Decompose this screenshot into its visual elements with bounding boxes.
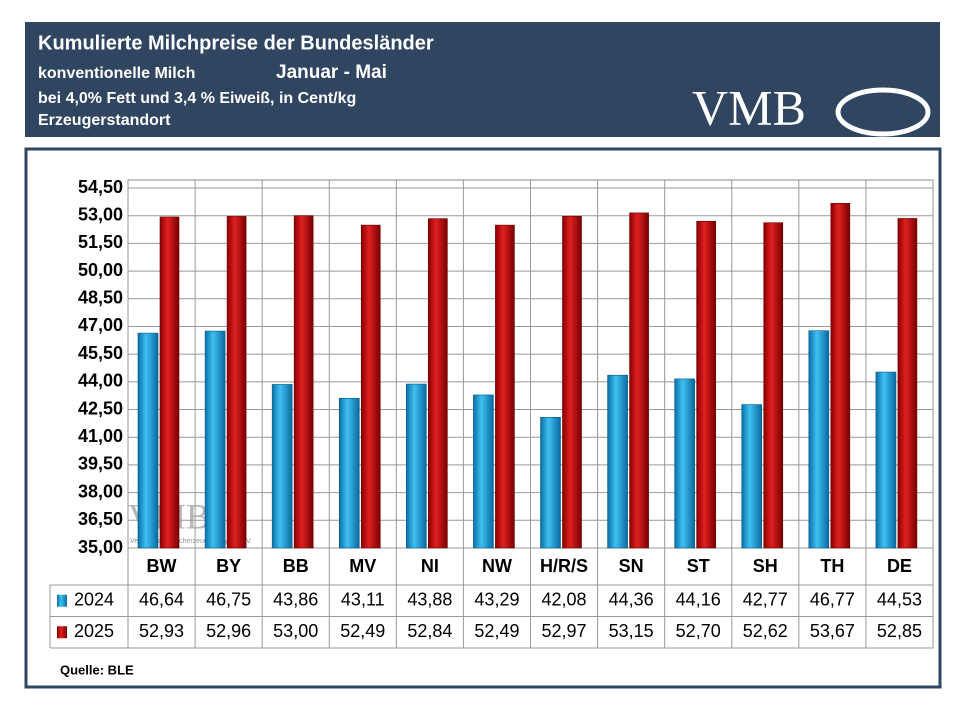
x-tick-label: TH [820,556,844,576]
table-value: 44,36 [609,590,654,610]
x-tick-label: DE [887,556,912,576]
y-tick-label: 39,50 [78,454,123,474]
bar [137,332,159,549]
bar [293,215,314,549]
bar [674,378,695,549]
y-tick-label: 51,50 [78,232,123,252]
bar [271,384,293,549]
legend-label: 2025 [74,621,114,641]
y-tick-label: 35,00 [78,537,123,557]
table-value: 44,16 [676,590,721,610]
table-value: 53,67 [810,621,855,641]
y-tick-label: 41,00 [78,426,123,446]
table-value: 52,93 [139,621,184,641]
x-tick-label: H/R/S [540,556,588,576]
x-tick-label: NW [482,556,512,576]
legend-label: 2024 [74,590,114,610]
x-tick-label: MV [349,556,376,576]
bar [763,222,784,549]
table-value: 42,08 [542,590,587,610]
bar [629,212,649,549]
table-value: 44,53 [877,590,922,610]
y-tick-label: 36,50 [78,509,123,529]
y-tick-label: 48,50 [78,288,123,308]
table-value: 43,88 [407,590,452,610]
bar [495,224,515,549]
bar [540,416,561,549]
table-value: 46,75 [206,590,251,610]
table-value: 42,77 [743,590,788,610]
table-value: 46,77 [810,590,855,610]
bar [428,218,448,549]
y-tick-label: 54,50 [78,177,123,197]
logo: VMB [692,79,806,135]
y-tick-label: 42,50 [78,398,123,418]
table-value: 43,29 [474,590,519,610]
logo-swoosh [835,87,931,137]
note: bei 4,0% Fett und 3,4 % Eiweiß, in Cent/… [38,90,356,107]
bar [830,203,851,549]
legend-swatch [57,594,67,607]
subtitle: konventionelle Milch [38,65,195,82]
source: Quelle: BLE [60,662,134,677]
table-value: 53,15 [609,621,654,641]
x-tick-label: ST [687,556,710,576]
y-tick-label: 38,00 [78,481,123,501]
legend-swatch [57,626,67,639]
title: Kumulierte Milchpreise der Bundesländer [38,32,434,54]
bar [607,374,628,549]
table-value: 52,85 [877,621,922,641]
bar [897,218,918,549]
bar [338,397,360,549]
watermark-sub: Verband der Milcherzeuger Bayern e.V. [130,538,252,545]
table-value: 52,62 [743,621,788,641]
y-tick-label: 44,00 [78,371,123,391]
table-value: 43,11 [341,590,385,610]
table-value: 43,86 [273,590,318,610]
bar [204,330,226,549]
bar [159,216,180,549]
table-value: 52,49 [474,621,519,641]
header [25,22,940,137]
table-value: 46,64 [139,590,184,610]
y-tick-label: 45,50 [78,343,123,363]
bar [875,371,897,549]
bar [406,383,427,549]
bar [741,404,763,549]
x-tick-label: BB [283,556,309,576]
bar [808,330,830,549]
y-tick-label: 50,00 [78,260,123,280]
bar [226,216,247,549]
x-tick-label: SH [753,556,778,576]
table-value: 52,97 [542,621,587,641]
x-tick-label: SN [619,556,644,576]
x-tick-label: BW [147,556,177,576]
bar [696,220,716,549]
period: Januar - Mai [276,62,387,83]
bar [473,394,494,549]
y-tick-label: 53,00 [78,204,123,224]
x-tick-label: NI [421,556,439,576]
table-value: 53,00 [273,621,318,641]
table-value: 52,96 [206,621,251,641]
table-value: 52,70 [676,621,721,641]
bar [562,215,582,549]
table-value: 52,84 [407,621,452,641]
y-tick-label: 47,00 [78,315,123,335]
x-tick-label: BY [216,556,241,576]
table-value: 52,49 [340,621,385,641]
bar [360,224,381,549]
note2: Erzeugerstandort [38,112,171,129]
